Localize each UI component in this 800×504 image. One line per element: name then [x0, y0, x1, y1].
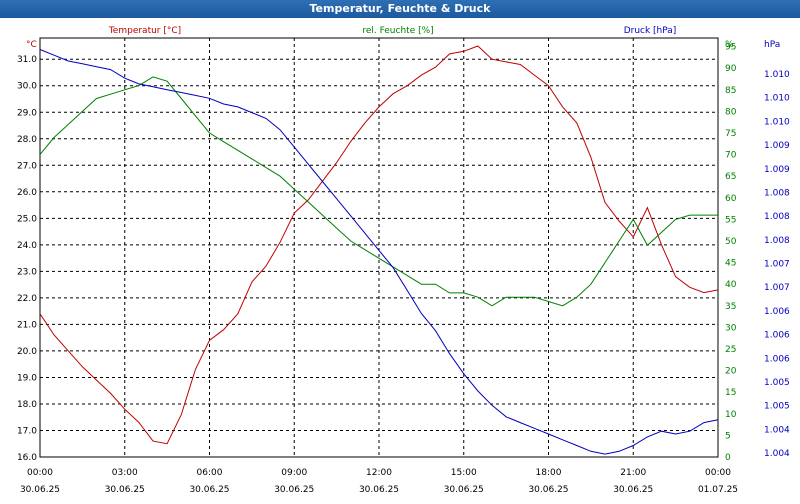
window-title: Temperatur, Feuchte & Druck	[0, 0, 800, 18]
chart-svg: 00:00 30.06.25 03:00 30.06.25 06:00 30.06.25 0…	[17, 26, 790, 495]
y-right1-tick: 85	[725, 86, 736, 96]
y-left-unit: °C	[26, 40, 37, 50]
axes-layer	[39, 37, 719, 458]
x-tick-date: 30.06.25	[613, 485, 653, 495]
y-right2-tick: 1.005	[764, 378, 790, 388]
y-right1-tick: 95	[725, 43, 736, 53]
y-left-tick: 30.0	[17, 82, 37, 92]
x-tick-date: 30.06.25	[444, 485, 484, 495]
chart-panel: 00:00 30.06.25 03:00 30.06.25 06:00 30.06.25 0…	[0, 18, 800, 500]
x-tick-time: 15:00	[451, 468, 477, 478]
x-tick-time: 12:00	[366, 468, 392, 478]
series-line-2	[39, 49, 719, 455]
y-right1-tick: 10	[725, 410, 737, 420]
y-left-tick: 31.0	[17, 55, 37, 65]
y-right2-tick: 1.006	[764, 354, 790, 364]
y-right2-tick: 1.005	[764, 402, 790, 412]
y-right2-tick: 1.007	[764, 283, 790, 293]
y-left-tick: 25.0	[17, 214, 37, 224]
series-line-0	[39, 45, 719, 445]
y-right2-tick: 1.006	[764, 331, 790, 341]
y-right1-tick: 30	[725, 323, 737, 333]
y-right1-tick: 55	[725, 215, 736, 225]
y-right2-tick: 1.010	[764, 94, 790, 104]
y-left-tick: 23.0	[17, 267, 37, 277]
y-right1-tick: 90	[725, 64, 737, 74]
y-right1-tick: 65	[725, 172, 736, 182]
x-tick-date: 01.07.25	[698, 485, 738, 495]
y-left-tick: 29.0	[17, 108, 37, 118]
x-tick-time: 00:00	[705, 468, 731, 478]
y-left-tick: 16.0	[17, 453, 37, 463]
y-left-tick: 24.0	[17, 241, 37, 251]
y-right1-tick: 50	[725, 237, 737, 247]
y-right1-tick: 45	[725, 259, 736, 269]
y-left-tick: 21.0	[17, 320, 37, 330]
y-right1-tick: 20	[725, 367, 737, 377]
y-right1-tick: 25	[725, 345, 736, 355]
legend-label-1: rel. Feuchte [%]	[362, 26, 433, 36]
y-right1-unit: %	[725, 40, 734, 50]
y-right2-tick: 1.010	[764, 70, 790, 80]
series-layer	[39, 45, 719, 455]
y-right1-tick: 5	[725, 431, 731, 441]
y-right1-tick: 80	[725, 107, 737, 117]
y-right1-tick: 0	[725, 453, 731, 463]
y-right2-tick: 1.006	[764, 307, 790, 317]
y-right1-tick: 15	[725, 388, 736, 398]
y-left-tick: 19.0	[17, 373, 37, 383]
legend-label-0: Temperatur [°C]	[108, 26, 181, 36]
y-right1-tick: 75	[725, 129, 736, 139]
y-right2-tick: 1.008	[764, 212, 790, 222]
y-right1-tick: 60	[725, 194, 737, 204]
y-right2-tick: 1.004	[764, 449, 790, 459]
y-left-tick: 26.0	[17, 188, 37, 198]
x-tick-time: 00:00	[27, 468, 53, 478]
x-tick-date: 30.06.25	[359, 485, 399, 495]
y-left-tick: 28.0	[17, 135, 37, 145]
y-left-tick: 27.0	[17, 161, 37, 171]
x-tick-date: 30.06.25	[528, 485, 568, 495]
x-tick-time: 03:00	[112, 468, 138, 478]
x-tick-date: 30.06.25	[274, 485, 314, 495]
labels-layer: 00:00 30.06.25 03:00 30.06.25 06:00 30.06.25 0…	[17, 26, 790, 495]
y-right2-unit: hPa	[764, 40, 780, 50]
x-tick-time: 09:00	[281, 468, 307, 478]
grid-layer	[40, 38, 718, 458]
y-right2-tick: 1.010	[764, 117, 790, 127]
x-tick-time: 18:00	[536, 468, 562, 478]
x-tick-time: 21:00	[620, 468, 646, 478]
y-right2-tick: 1.008	[764, 236, 790, 246]
x-tick-date: 30.06.25	[189, 485, 229, 495]
y-left-tick: 20.0	[17, 347, 37, 357]
y-right2-tick: 1.004	[764, 425, 790, 435]
x-tick-time: 06:00	[197, 468, 223, 478]
y-left-tick: 22.0	[17, 294, 37, 304]
x-tick-date: 30.06.25	[20, 485, 60, 495]
y-right2-tick: 1.009	[764, 165, 790, 175]
x-tick-date: 30.06.25	[105, 485, 145, 495]
y-right1-tick: 35	[725, 302, 736, 312]
legend-label-2: Druck [hPa]	[624, 26, 677, 36]
y-right1-tick: 40	[725, 280, 737, 290]
y-right2-tick: 1.009	[764, 141, 790, 151]
y-left-tick: 18.0	[17, 400, 37, 410]
series-line-1	[39, 76, 718, 307]
y-right2-tick: 1.007	[764, 260, 790, 270]
y-right2-tick: 1.008	[764, 188, 790, 198]
y-right1-tick: 70	[725, 151, 737, 161]
y-left-tick: 17.0	[17, 426, 37, 436]
plot-frame	[39, 37, 719, 458]
